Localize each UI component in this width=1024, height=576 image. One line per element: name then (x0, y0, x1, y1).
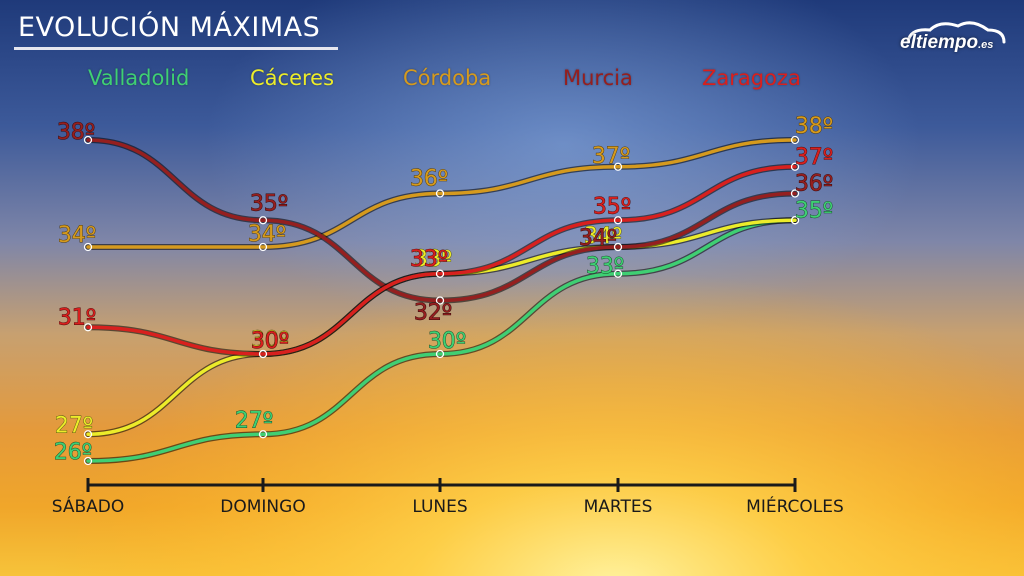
data-point (258, 216, 268, 225)
data-label: 32º (414, 301, 452, 326)
series-line (86, 165, 797, 356)
data-label: 34º (579, 226, 617, 251)
series-line (86, 138, 797, 249)
data-point (790, 135, 800, 145)
data-label: 35º (593, 194, 631, 219)
data-point (83, 456, 93, 466)
data-point (435, 269, 445, 278)
series-line (86, 218, 797, 463)
data-label: 30º (251, 328, 289, 353)
legend-item-valladolid: Valladolid (88, 66, 190, 90)
data-label: 35º (795, 198, 833, 223)
legend-item-córdoba: Córdoba (403, 66, 492, 90)
data-point (83, 135, 93, 145)
x-tick-label: MIÉRCOLES (746, 495, 844, 517)
data-label: 37º (795, 145, 833, 170)
x-tick-label: LUNES (412, 497, 467, 517)
data-label: 34º (584, 224, 622, 249)
title-underline (14, 47, 338, 50)
chart-title: EVOLUCIÓN MÁXIMAS (18, 12, 321, 43)
legend-item-zaragoza: Zaragoza (702, 66, 801, 90)
data-point (258, 242, 268, 252)
data-point (83, 323, 93, 332)
data-point (83, 430, 93, 439)
series-line (86, 138, 797, 303)
data-label: 31º (58, 305, 96, 330)
logo-text: eltiempo.es (900, 32, 994, 53)
data-label: 30º (251, 329, 289, 354)
data-label: 34º (248, 222, 286, 247)
data-label: 34º (58, 223, 96, 248)
x-tick-label: SÁBADO (52, 495, 125, 517)
x-tick-label: MARTES (584, 497, 653, 517)
data-label: 30º (428, 329, 466, 354)
data-point (613, 269, 623, 278)
data-label: 36º (795, 172, 833, 197)
data-point (790, 189, 800, 198)
data-point (435, 189, 445, 198)
legend-item-murcia: Murcia (563, 66, 633, 90)
data-label: 35º (250, 191, 288, 216)
data-point (613, 242, 623, 252)
data-point (258, 349, 268, 359)
x-tick-label: DOMINGO (220, 497, 305, 517)
data-point (435, 349, 445, 359)
data-point (435, 296, 445, 305)
data-point (613, 216, 623, 225)
data-point (258, 430, 268, 439)
data-label: 33º (586, 254, 624, 279)
data-point (790, 216, 800, 225)
legend-item-cáceres: Cáceres (250, 66, 335, 90)
cloud-icon (906, 21, 1006, 44)
data-label: 26º (54, 440, 92, 465)
data-label: 33º (414, 247, 452, 272)
data-point (83, 242, 93, 252)
data-label: 38º (57, 120, 95, 145)
data-label: 27º (55, 413, 93, 438)
data-label: 36º (410, 167, 448, 192)
data-label: 37º (592, 144, 630, 169)
data-label: 27º (235, 408, 273, 433)
data-point (790, 162, 800, 171)
data-label: 33º (410, 247, 448, 272)
data-label: 38º (795, 114, 833, 139)
data-point (613, 162, 623, 171)
